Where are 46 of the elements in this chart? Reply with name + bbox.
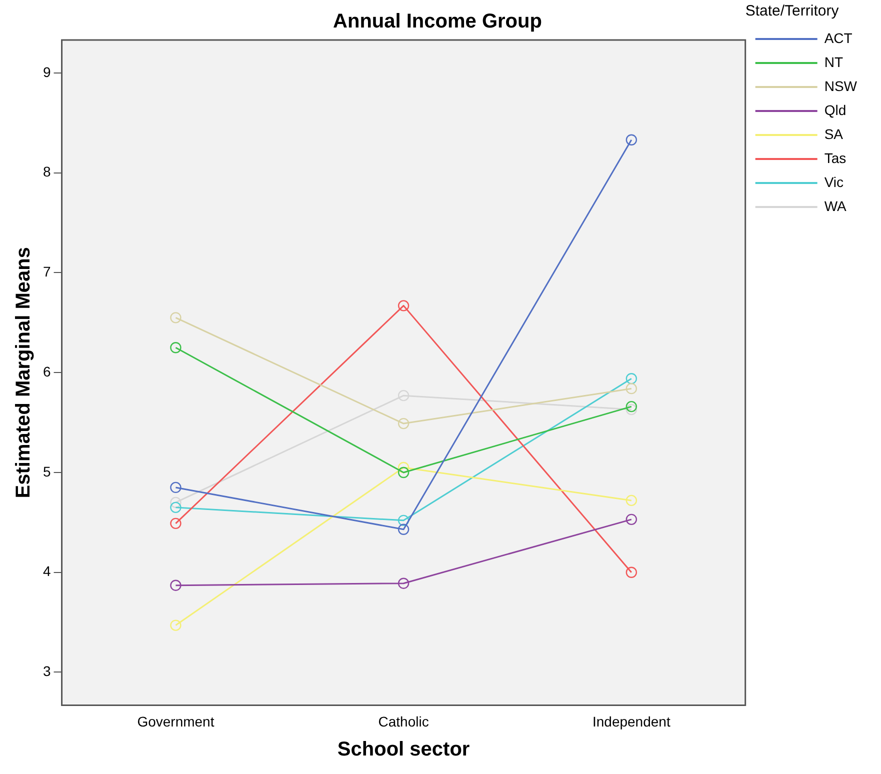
point [626,372,638,384]
point [398,578,410,589]
legend-label: WA [824,198,848,214]
x-tick-label: Independent [592,713,670,730]
y-tick-label: 7 [42,264,51,280]
point [398,390,410,402]
legend-label: Tas [824,150,846,166]
point [398,418,410,430]
x-axis-title: School sector [337,738,470,761]
x-tick-label: Government [137,713,214,730]
point [626,566,638,578]
point [626,514,638,526]
point [626,404,638,416]
point [398,466,410,478]
point [626,400,638,412]
legend-label: SA [824,126,844,142]
y-tick-label: 6 [42,363,51,380]
legend-label: NT [824,54,844,70]
point [626,382,638,394]
x-tick-label: Catholic [378,713,429,730]
point [170,518,182,530]
legend-label: Qld [824,102,846,118]
point [170,312,182,324]
legend-label: ACT [824,30,853,46]
point [170,482,182,494]
point [170,580,182,591]
point [398,524,410,536]
legend-title: State/Territory [745,2,840,20]
point [626,134,638,146]
legend-label: Vic [824,174,844,190]
y-axis-title: Estimated Marginal Means [12,247,35,498]
legend-label: NSW [824,78,858,94]
point [170,342,182,354]
point [398,300,410,312]
y-tick-label: 4 [42,563,51,580]
point [170,502,182,514]
point [398,462,410,474]
point [398,514,410,526]
y-tick-label: 8 [42,164,51,180]
point [170,496,182,508]
point [626,494,638,506]
chart-title: Annual Income Group [333,10,542,33]
y-tick-label: 3 [42,663,51,680]
y-tick-label: 9 [42,64,51,80]
y-tick-label: 5 [42,463,51,480]
point [170,620,182,631]
